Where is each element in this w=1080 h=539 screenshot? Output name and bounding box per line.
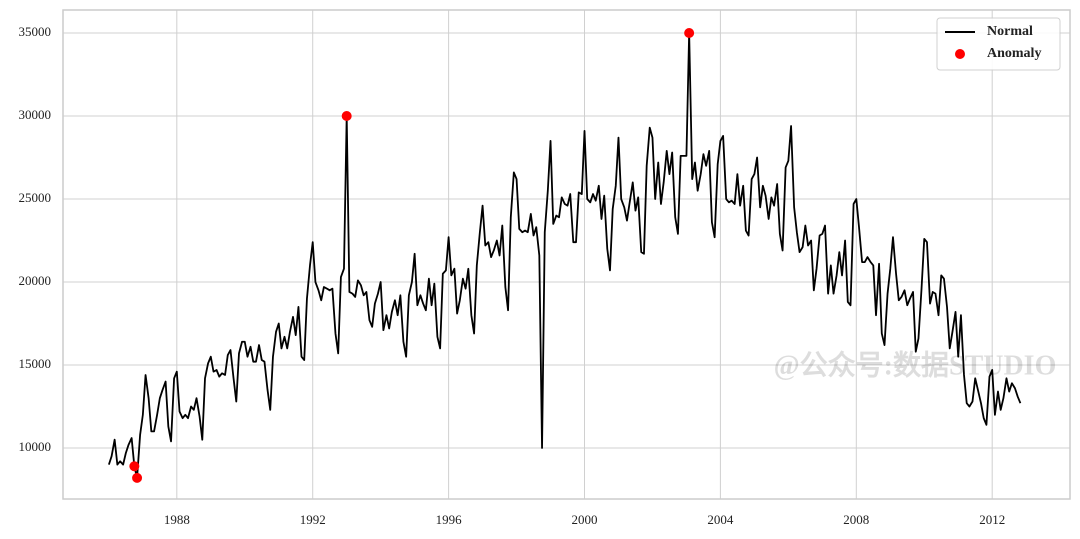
- anomaly-point: [341, 111, 352, 122]
- anomaly-point: [684, 28, 695, 39]
- anomaly-point: [129, 461, 140, 472]
- y-tick-label: 30000: [19, 107, 52, 122]
- legend-dot: [955, 49, 965, 59]
- x-tick-label: 1992: [300, 512, 326, 527]
- watermark: @公众号:数据STUDIO: [774, 349, 1057, 381]
- plot-frame: [62, 9, 1071, 500]
- x-tick-label: 1996: [436, 512, 463, 527]
- y-tick-label: 25000: [19, 190, 52, 205]
- x-tick-label: 2012: [979, 512, 1005, 527]
- legend-label: Anomaly: [987, 46, 1041, 61]
- y-tick-label: 10000: [19, 439, 52, 454]
- y-tick-label: 20000: [19, 273, 52, 288]
- anomaly-point: [132, 472, 143, 483]
- x-tick-label: 1988: [164, 512, 190, 527]
- x-tick-label: 2004: [707, 512, 734, 527]
- grid: [63, 10, 1070, 499]
- data: [108, 28, 1022, 483]
- y-tick-label: 15000: [19, 356, 52, 371]
- legend: Normal Anomaly: [936, 17, 1061, 71]
- data-line: [108, 32, 1022, 479]
- legend-label: Normal: [987, 24, 1033, 39]
- y-tick-label: 35000: [19, 24, 52, 39]
- x-tick-label: 2008: [843, 512, 869, 527]
- x-tick-label: 2000: [572, 512, 598, 527]
